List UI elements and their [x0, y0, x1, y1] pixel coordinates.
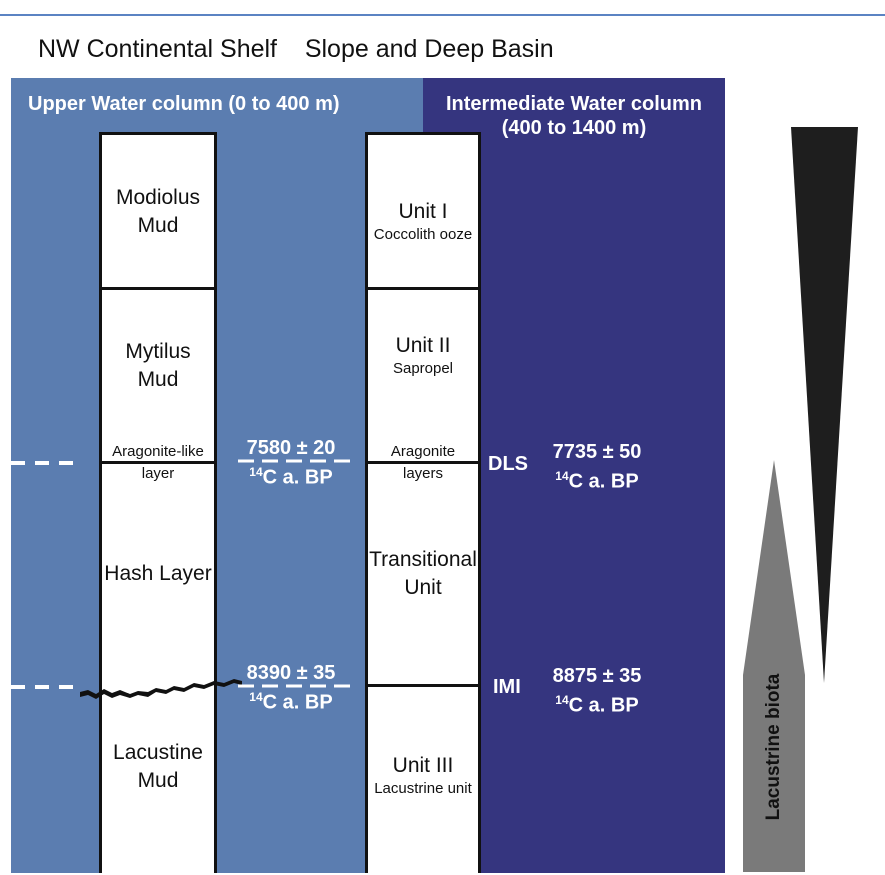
basin-date-upper: 7735 ± 50 14C a. BP — [532, 440, 662, 494]
shelf-unit-hash-layer: Hash Layer — [104, 562, 212, 585]
header-shelf-label: NW Continental Shelf — [38, 35, 278, 63]
basin-unit-1-line1: Unit I — [398, 200, 448, 223]
shelf-date-upper-value: 7580 ± 20 — [246, 437, 336, 459]
basin-unit-transitional-line2: Unit — [404, 576, 442, 599]
intermediate-title-line1: Intermediate Water column — [446, 93, 702, 115]
shelf-unit-mytilus-line1: Mytilus — [125, 340, 191, 363]
basin-date-upper-unit: 14C a. BP — [532, 464, 662, 494]
header-row: NW Continental Shelf Slope and Deep Basi… — [38, 35, 554, 64]
basin-date-lower-sup: 14 — [555, 693, 569, 707]
basin-date-upper-sup: 14 — [555, 469, 569, 483]
shelf-date-lower-unit-text: C a. BP — [262, 691, 333, 714]
basin-date-lower: 8875 ± 35 14C a. BP — [532, 664, 662, 718]
shelf-unit-modiolus-line2: Mud — [137, 214, 179, 237]
basin-unit-3-line1: Unit III — [392, 754, 454, 777]
shelf-boundary-2 — [99, 461, 217, 464]
header-basin-label: Slope and Deep Basin — [304, 35, 554, 63]
shelf-date-upper-unit-text: C a. BP — [262, 466, 333, 489]
shelf-boundary-1 — [99, 287, 217, 290]
basin-unit-3-line2: Lacustrine unit — [374, 780, 472, 797]
basin-unit-2: Unit II Sapropel — [368, 332, 478, 378]
shelf-top-line — [99, 132, 217, 135]
intermediate-title-line2: (400 to 1400 m) — [501, 117, 647, 139]
basin-unit-aragonite-line2: layers — [402, 465, 443, 482]
dashed-marker-lower — [11, 685, 79, 689]
shelf-unit-mytilus-line2: Mud — [137, 368, 179, 391]
erosional-contact-line — [80, 679, 242, 699]
basin-date-lower-unit: 14C a. BP — [532, 688, 662, 718]
shelf-core-column: Modiolus Mud Mytilus Mud Aragonite-like … — [99, 132, 217, 873]
basin-date-lower-value: 8875 ± 35 — [552, 665, 642, 687]
top-border-line — [0, 14, 885, 16]
boundary-imi-label: IMI — [493, 676, 521, 698]
shelf-date-upper-sup: 14 — [249, 465, 263, 479]
shelf-unit-aragonite-line1: Aragonite-like — [112, 443, 204, 460]
shelf-dashed-line-lower — [238, 684, 350, 688]
upper-column-title: Upper Water column (0 to 400 m) — [28, 93, 340, 115]
basin-date-upper-value: 7735 ± 50 — [552, 441, 642, 463]
basin-unit-2-line1: Unit II — [395, 334, 451, 357]
shelf-unit-lacustine-line1: Lacustine — [113, 741, 203, 764]
dashed-marker-upper — [11, 461, 79, 465]
basin-date-upper-unit-text: C a. BP — [568, 470, 639, 493]
marine-biota-wedge — [791, 127, 858, 683]
lacustrine-biota-label: Lacustrine biota — [763, 673, 784, 821]
lacustrine-biota-bar — [743, 675, 805, 872]
shelf-unit-lacustine-mud: Lacustine Mud — [102, 739, 214, 795]
shelf-dashed-line-upper — [238, 459, 350, 463]
basin-unit-2-line2: Sapropel — [392, 360, 454, 377]
basin-unit-transitional-line1: Transitional — [369, 548, 477, 571]
upper-water-column-panel — [11, 78, 423, 873]
basin-boundary-3 — [365, 684, 481, 687]
shelf-unit-lacustine-line2: Mud — [137, 769, 179, 792]
basin-boundary-2 — [365, 461, 481, 464]
marine-biota-label: Marine biota — [773, 201, 794, 313]
shelf-unit-mytilus: Mytilus Mud — [102, 338, 214, 394]
shelf-date-upper: 7580 ± 20 14C a. BP — [217, 436, 365, 490]
shelf-unit-aragonite-line2: layer — [141, 465, 175, 482]
shelf-date-lower-value: 8390 ± 35 — [246, 662, 336, 684]
basin-unit-transitional: Transitional Unit — [368, 546, 478, 602]
biota-wedges — [743, 127, 858, 872]
basin-unit-aragonite: Aragonite layers — [368, 443, 478, 483]
boundary-dls-label: DLS — [488, 453, 528, 475]
lacustrine-arrow-head — [743, 460, 805, 675]
basin-unit-aragonite-line1: Aragonite — [390, 443, 456, 460]
basin-unit-3: Unit III Lacustrine unit — [368, 752, 478, 798]
shelf-unit-modiolus-line1: Modiolus — [115, 186, 201, 209]
basin-unit-1-line2: Coccolith ooze — [373, 226, 473, 243]
shelf-date-lower-sup: 14 — [249, 690, 263, 704]
basin-boundary-1 — [365, 287, 481, 290]
shelf-unit-aragonite-like: Aragonite-like layer — [102, 443, 214, 483]
basin-unit-1: Unit I Coccolith ooze — [368, 198, 478, 244]
basin-top-line — [365, 132, 481, 135]
shelf-date-lower-unit: 14C a. BP — [217, 685, 365, 715]
shelf-unit-modiolus: Modiolus Mud — [102, 184, 214, 240]
intermediate-column-title: Intermediate Water column (400 to 1400 m… — [423, 92, 725, 140]
shelf-date-lower: 8390 ± 35 14C a. BP — [217, 661, 365, 715]
basin-core-column: Unit I Coccolith ooze Unit II Sapropel A… — [365, 132, 481, 873]
shelf-date-upper-unit: 14C a. BP — [217, 460, 365, 490]
basin-date-lower-unit-text: C a. BP — [568, 694, 639, 717]
